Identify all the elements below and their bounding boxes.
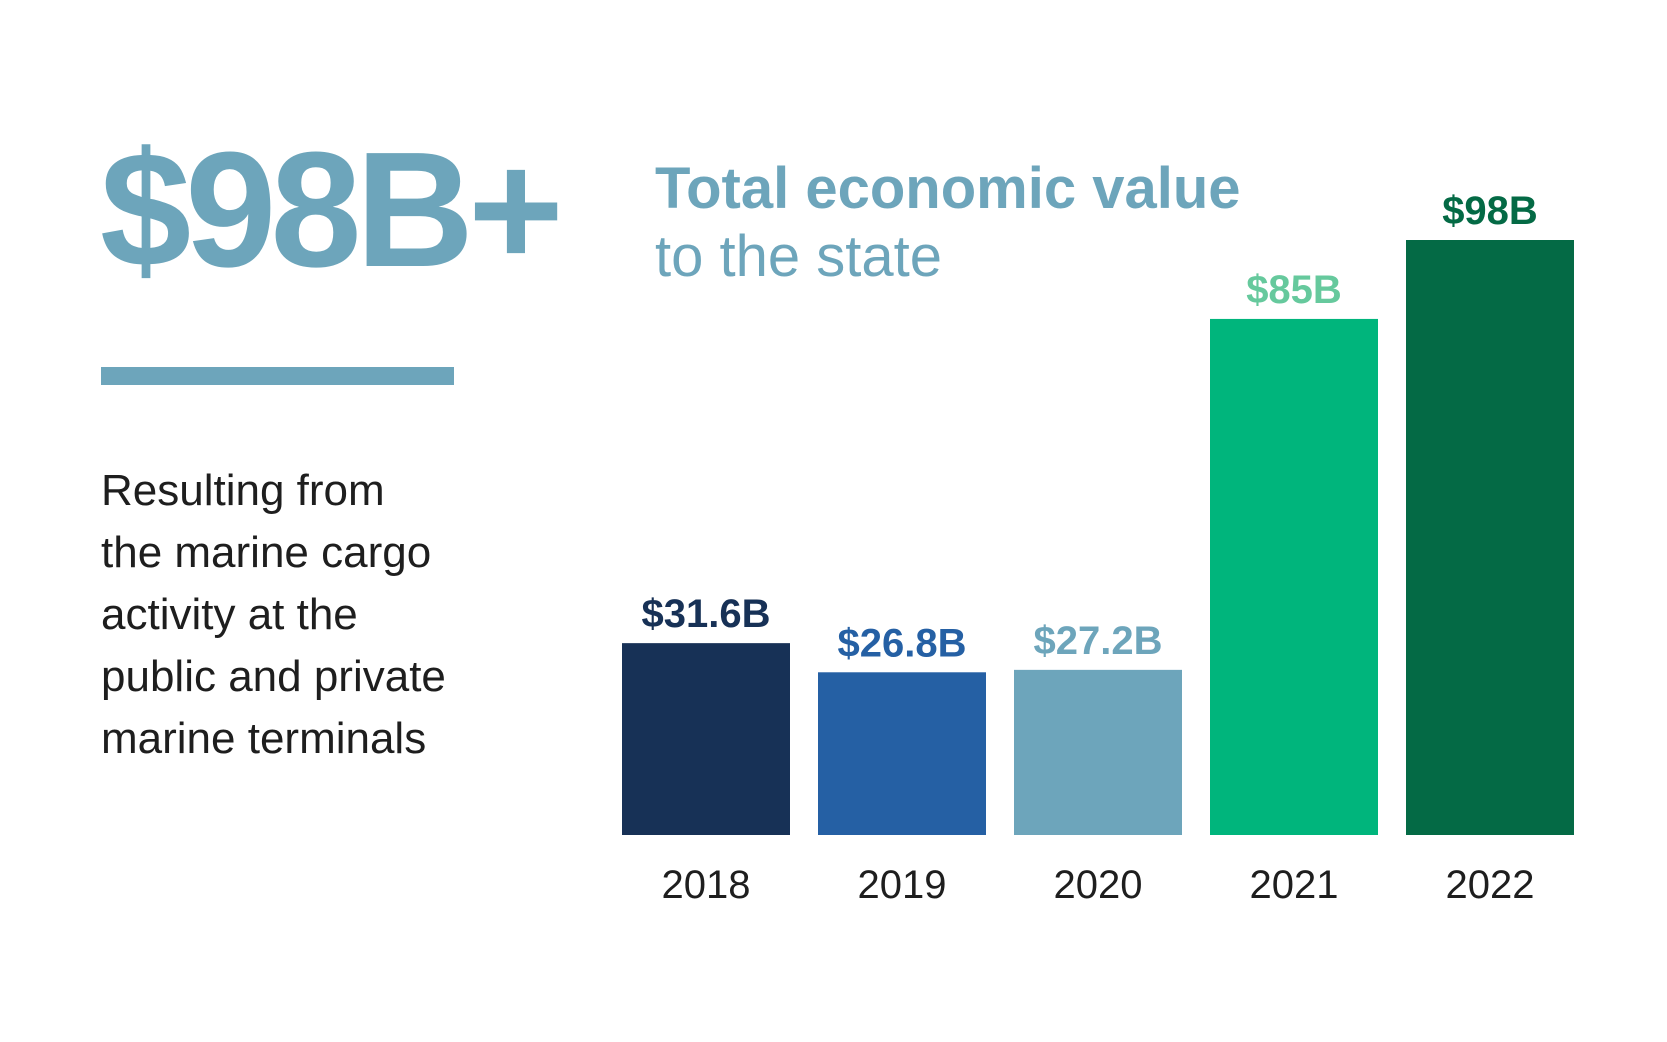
- bar-2020: [1014, 669, 1182, 835]
- bar-2021: [1210, 318, 1378, 835]
- bar-2018: [622, 643, 790, 835]
- data-label-2020: $27.2B: [1034, 619, 1163, 663]
- subtitle-line-2: to the state: [655, 224, 942, 289]
- chart-subtitle: Total economic value to the state: [655, 155, 1241, 291]
- description-line: public and private: [101, 652, 446, 701]
- x-tick-label-2022: 2022: [1446, 863, 1535, 907]
- description-line: the marine cargo: [101, 528, 432, 577]
- data-label-2021: $85B: [1246, 268, 1342, 312]
- bar-2019: [818, 672, 986, 835]
- bar-2022: [1406, 240, 1574, 835]
- description-line: marine terminals: [101, 714, 427, 763]
- data-label-2019: $26.8B: [838, 621, 967, 665]
- x-tick-label-2018: 2018: [662, 863, 751, 907]
- data-label-2022: $98B: [1442, 189, 1538, 233]
- x-tick-label-2020: 2020: [1054, 863, 1143, 907]
- description-line: activity at the: [101, 590, 358, 639]
- x-tick-label-2021: 2021: [1250, 863, 1339, 907]
- description: Resulting from the marine cargo activity…: [101, 460, 531, 770]
- subtitle-line-1: Total economic value: [655, 156, 1241, 221]
- data-label-2018: $31.6B: [642, 592, 771, 636]
- divider-rule: [101, 367, 454, 385]
- headline-value: $98B+: [100, 118, 564, 301]
- x-tick-label-2019: 2019: [858, 863, 947, 907]
- description-line: Resulting from: [101, 466, 385, 515]
